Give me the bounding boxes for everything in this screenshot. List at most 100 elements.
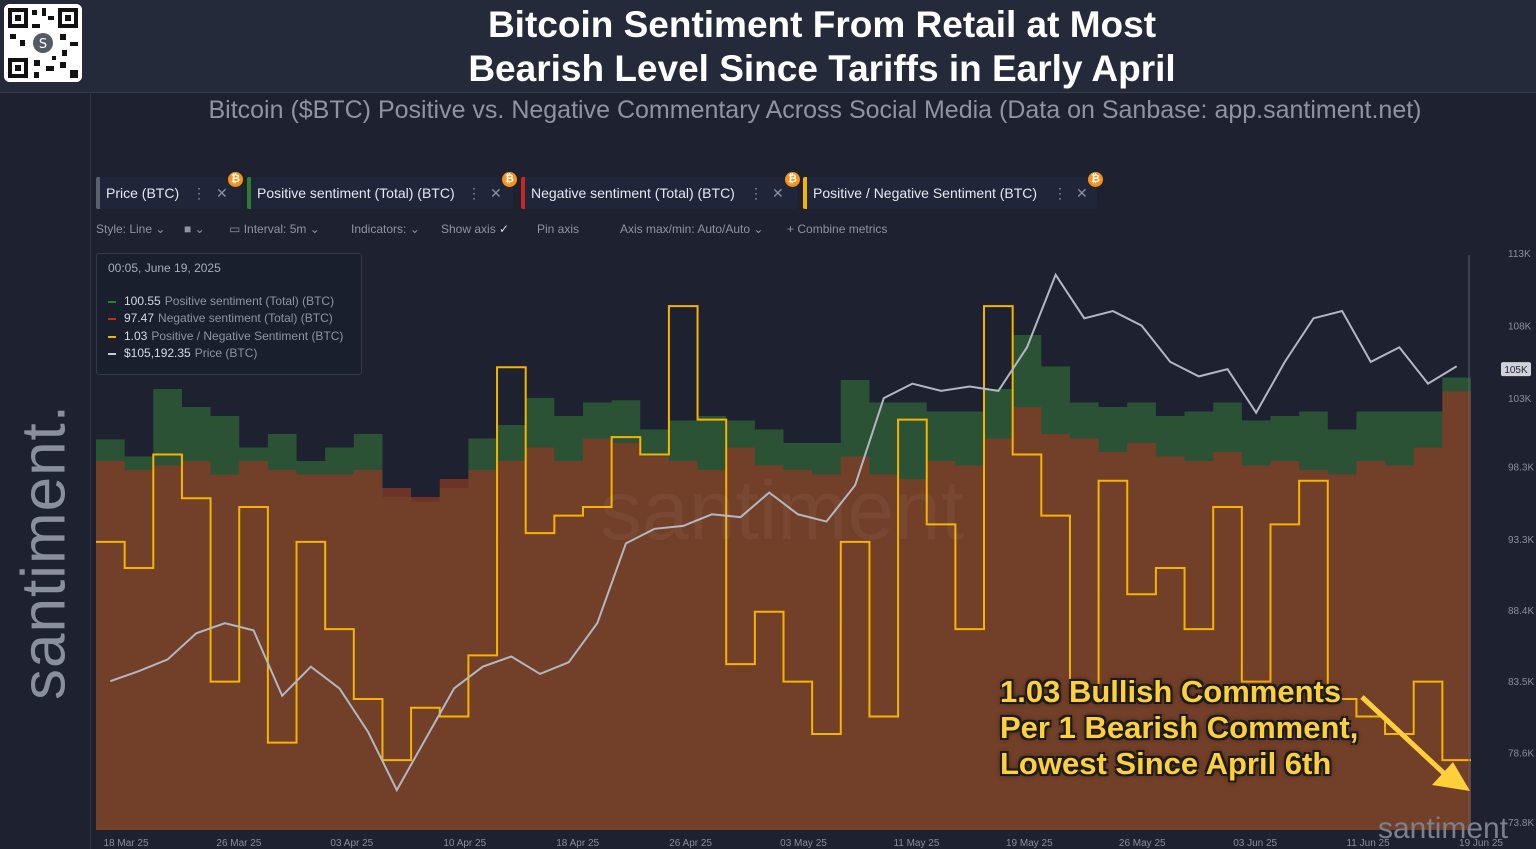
callout-arrow-head — [1432, 762, 1470, 791]
tooltip-label: Positive / Negative Sentiment (BTC) — [151, 329, 344, 343]
close-icon[interactable]: ✕ — [772, 185, 784, 201]
combine-metrics-button[interactable]: + Combine metrics — [787, 222, 887, 236]
title-line-2: Bearish Level Since Tariffs in Early Apr… — [468, 48, 1176, 89]
interval-select[interactable]: ▭ Interval: 5m ⌄ — [229, 222, 320, 236]
style-select[interactable]: Style: Line ⌄ — [96, 222, 165, 236]
price-axis-tick: 108K — [1508, 322, 1532, 333]
show-axis-label: Show axis — [441, 222, 496, 236]
price-axis-tick: 93.3K — [1508, 535, 1534, 546]
qr-code-icon: S — [4, 4, 82, 82]
tooltip-value: 1.03 — [124, 329, 148, 343]
metric-options-icon[interactable]: ⋮ — [749, 185, 763, 201]
data-tooltip: 00:05, June 19, 2025 100.55 Positive sent… — [96, 253, 362, 375]
x-axis-tick: 19 May 25 — [1006, 838, 1053, 849]
bottom-watermark: santiment — [1378, 812, 1509, 845]
x-axis-tick: 03 Jun 25 — [1233, 838, 1277, 849]
axis-minmax-label: Axis max/min: Auto/Auto — [620, 222, 751, 236]
chevron-down-icon: ⌄ — [194, 222, 205, 236]
interval-label: Interval: 5m — [243, 222, 307, 236]
combine-label: Combine metrics — [797, 222, 888, 236]
tooltip-time: 00:05, June 19, 2025 — [108, 261, 221, 275]
bitcoin-icon: ₿ — [1088, 172, 1103, 187]
tooltip-row-price: $105,192.35 Price (BTC) — [108, 346, 257, 360]
tooltip-label: Price (BTC) — [194, 346, 258, 360]
price-axis-tick: 73.8K — [1508, 818, 1534, 829]
chart-subtitle: Bitcoin ($BTC) Positive vs. Negative Com… — [208, 96, 1422, 124]
style-label: Style: Line — [96, 222, 153, 236]
price-axis-tick: 88.4K — [1508, 606, 1534, 617]
tooltip-value: 97.47 — [124, 311, 155, 325]
tooltip-row-ratio: 1.03 Positive / Negative Sentiment (BTC) — [108, 329, 343, 343]
metric-color-bar — [521, 177, 525, 209]
ratio-line — [96, 305, 1471, 762]
tooltip-row-positive: 100.55 Positive sentiment (Total) (BTC) — [108, 294, 334, 308]
x-axis-tick: 03 Apr 25 — [330, 838, 373, 849]
price-axis-tick: 83.5K — [1508, 677, 1534, 688]
metric-chip-price[interactable]: Price (BTC) ⋮ ✕ — [96, 177, 241, 209]
svg-text:S: S — [39, 37, 47, 52]
callout-annotation: 1.03 Bullish Comments Per 1 Bearish Comm… — [1000, 674, 1358, 782]
x-axis-tick: 11 Jun 25 — [1346, 838, 1390, 849]
color-select[interactable]: ■ ⌄ — [184, 222, 205, 236]
metric-label: Positive / Negative Sentiment (BTC) — [813, 185, 1038, 201]
close-icon[interactable]: ✕ — [490, 185, 502, 201]
chevron-down-icon: ⌄ — [309, 222, 320, 236]
bitcoin-icon: ₿ — [228, 172, 243, 187]
callout-line-3: Lowest Since April 6th — [1000, 746, 1332, 781]
callout-arrow-shaft — [1360, 695, 1451, 780]
metric-options-icon[interactable]: ⋮ — [1053, 185, 1067, 201]
x-axis-tick: 26 Mar 25 — [216, 838, 261, 849]
legend-swatch — [108, 317, 116, 320]
legend-swatch — [108, 352, 116, 355]
pin-axis-label: Pin axis — [537, 222, 580, 236]
metric-chip-positive[interactable]: Positive sentiment (Total) (BTC) ⋮ ✕ — [247, 177, 513, 209]
x-axis-tick: 10 Apr 25 — [443, 838, 486, 849]
color-swatch-icon: ■ — [184, 222, 192, 236]
brand-sidebar: santiment. — [0, 92, 91, 849]
indicators-select[interactable]: Indicators: ⌄ — [351, 222, 420, 236]
indicators-label: Indicators: — [351, 222, 407, 236]
metric-chip-negative[interactable]: Negative sentiment (Total) (BTC) ⋮ ✕ — [521, 177, 797, 209]
x-axis-tick: 26 May 25 — [1119, 838, 1166, 849]
metric-chip-ratio[interactable]: Positive / Negative Sentiment (BTC) ⋮ ✕ — [803, 177, 1097, 209]
axis-minmax-select[interactable]: Axis max/min: Auto/Auto ⌄ — [620, 222, 763, 236]
x-axis-tick: 18 Mar 25 — [103, 838, 148, 849]
legend-swatch — [108, 335, 116, 338]
metric-color-bar — [247, 177, 251, 209]
callout-line-1: 1.03 Bullish Comments — [1000, 674, 1342, 709]
header-bar: S Bitcoin Sentiment From Retail at Most … — [0, 0, 1536, 93]
metric-color-bar — [803, 177, 807, 209]
metric-options-icon[interactable]: ⋮ — [467, 185, 481, 201]
pin-axis-toggle[interactable]: Pin axis — [537, 222, 579, 236]
price-axis-tick: 113K — [1508, 249, 1531, 260]
show-axis-toggle[interactable]: Show axis ✓ — [441, 222, 509, 236]
x-axis-tick: 03 May 25 — [780, 838, 827, 849]
bitcoin-icon: ₿ — [502, 172, 517, 187]
x-axis-tick: 19 Jun 25 — [1459, 838, 1503, 849]
tooltip-value: 100.55 — [124, 294, 161, 308]
x-axis-tick: 11 May 25 — [893, 838, 939, 849]
tooltip-label: Positive sentiment (Total) (BTC) — [164, 294, 335, 308]
chevron-down-icon: ⌄ — [409, 222, 420, 236]
price-line — [109, 272, 1458, 793]
price-axis-tick: 78.6K — [1508, 748, 1534, 759]
x-axis-tick: 18 Apr 25 — [556, 838, 599, 849]
callout-line-2: Per 1 Bearish Comment, — [1000, 710, 1359, 745]
brand-logo-text: santiment. — [9, 403, 79, 701]
bitcoin-icon: ₿ — [785, 172, 800, 187]
current-price-label: 105K — [1504, 365, 1528, 376]
tooltip-row-negative: 97.47 Negative sentiment (Total) (BTC) — [108, 311, 333, 325]
price-axis-tick: 103K — [1508, 394, 1532, 405]
metric-label: Positive sentiment (Total) (BTC) — [257, 185, 455, 201]
tooltip-value: $105,192.35 — [124, 346, 191, 360]
calendar-icon: ▭ — [229, 222, 241, 236]
x-axis-tick: 26 Apr 25 — [669, 838, 712, 849]
plus-icon: + — [787, 222, 795, 236]
metric-options-icon[interactable]: ⋮ — [192, 185, 206, 201]
center-watermark: santiment — [600, 463, 965, 557]
metric-label: Negative sentiment (Total) (BTC) — [531, 185, 735, 201]
close-icon[interactable]: ✕ — [1076, 185, 1088, 201]
close-icon[interactable]: ✕ — [216, 185, 228, 201]
title-line-1: Bitcoin Sentiment From Retail at Most — [487, 4, 1157, 45]
checkmark-icon: ✓ — [499, 222, 510, 236]
